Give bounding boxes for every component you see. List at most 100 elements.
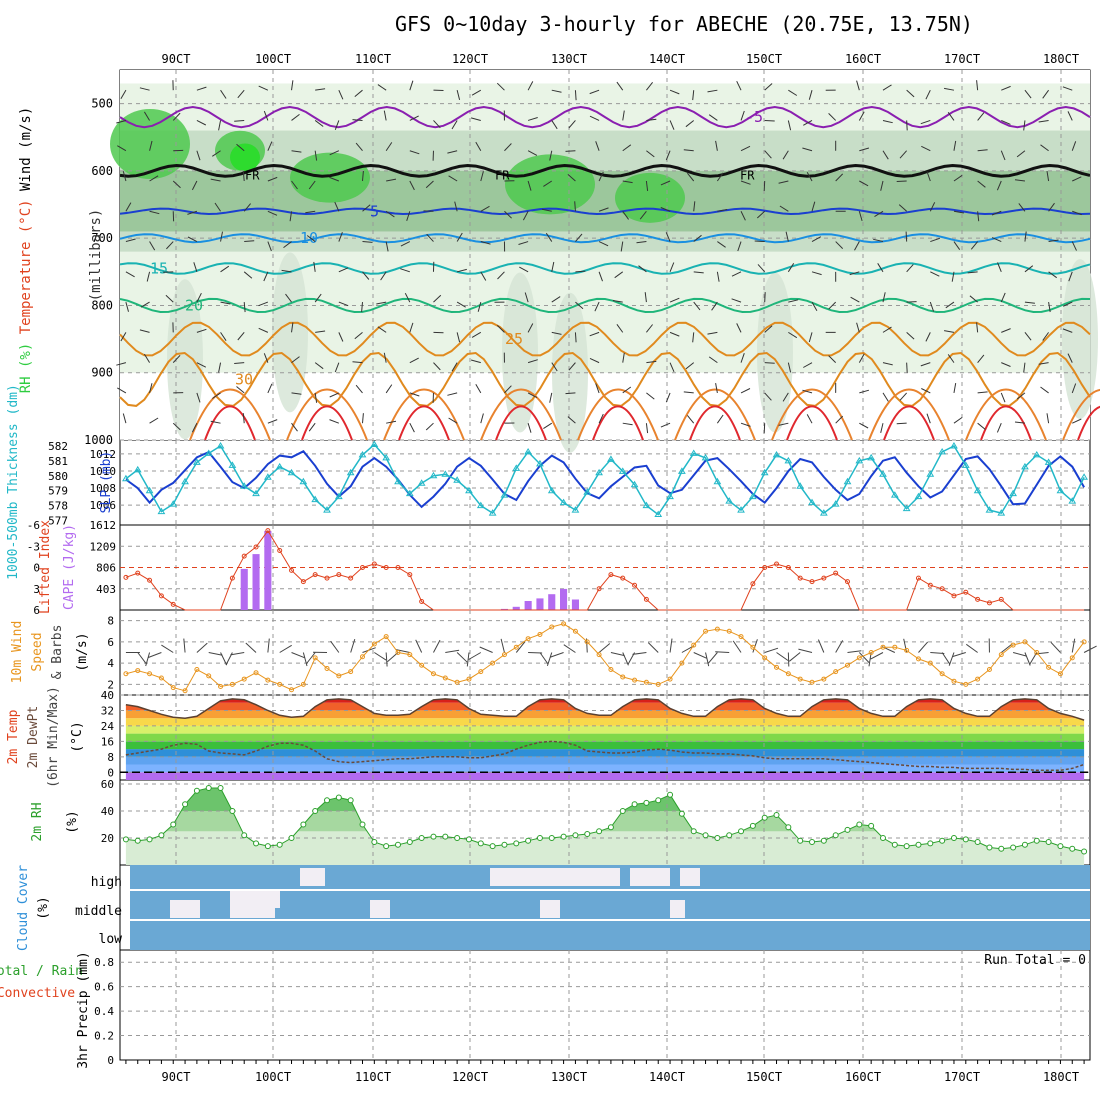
pressure-tick-label: 800 xyxy=(91,298,113,312)
wind-barb xyxy=(906,331,915,340)
lifted-index-point xyxy=(289,567,295,573)
wind-barb xyxy=(1001,362,1011,367)
wind-barb xyxy=(1014,421,1025,424)
wind-barb xyxy=(1042,332,1050,341)
rh-point xyxy=(489,843,496,850)
top-time-label: 90CT xyxy=(162,52,191,66)
wind-barb xyxy=(906,89,915,98)
thickness-point xyxy=(642,501,651,509)
bottom-time-label: 140CT xyxy=(649,1070,685,1084)
wind-barb xyxy=(220,231,223,242)
wind-barb xyxy=(856,322,860,333)
wind-barb xyxy=(953,174,963,182)
rh-plume xyxy=(502,272,538,433)
precip-run-total: Run Total = 0 xyxy=(984,953,1086,968)
wind-barb xyxy=(787,263,795,273)
wind-barb xyxy=(281,269,292,273)
wind-barb xyxy=(1024,301,1035,304)
wind-barb xyxy=(334,120,340,130)
wind-barb xyxy=(1001,119,1011,125)
wind-barb xyxy=(858,353,865,363)
wind-speed-point xyxy=(608,667,614,672)
wind-barb xyxy=(620,241,624,252)
wind-barb xyxy=(291,422,298,432)
wind-barb xyxy=(139,87,150,91)
bottom-time-label: 170CT xyxy=(944,1070,980,1084)
rh-point xyxy=(158,832,165,839)
wind-barb xyxy=(877,263,884,273)
wind-barb xyxy=(267,383,273,394)
rh-point xyxy=(1057,843,1064,850)
wind-barb xyxy=(1001,85,1011,91)
lifted-index-point xyxy=(348,575,354,581)
wind-barb xyxy=(953,210,964,214)
wind-barb xyxy=(355,142,363,152)
wind-barb xyxy=(764,83,773,91)
surface-heat-contour xyxy=(1062,389,1100,441)
wind-barb xyxy=(426,233,434,242)
wind-barb xyxy=(291,80,294,91)
wind-barb xyxy=(808,90,813,100)
wind-speed-point xyxy=(336,673,342,679)
wind-barb xyxy=(210,420,221,424)
wind-barb xyxy=(638,265,647,273)
wind-barb xyxy=(977,391,988,394)
wind-barb xyxy=(692,90,695,101)
rh-point xyxy=(465,836,472,843)
wind-barb xyxy=(811,271,822,276)
rh-point xyxy=(915,841,922,848)
cape-ylabel: CAPE (J/kg) xyxy=(62,524,77,610)
cape-bar xyxy=(548,594,556,610)
wind-barb xyxy=(873,238,884,243)
wind-barb xyxy=(425,180,434,189)
wind-speed-point xyxy=(785,671,791,677)
li-tick-label: 6 xyxy=(33,604,40,617)
cape-tick-label: 1209 xyxy=(90,540,117,553)
wind-barb xyxy=(639,210,647,220)
wind-speed-point xyxy=(856,655,862,661)
cloud-layer-label: high xyxy=(91,875,122,890)
precip-tick-label: 0.8 xyxy=(94,956,114,969)
wind-barb xyxy=(196,328,207,333)
pressure-units-label: (millibars) xyxy=(88,209,104,302)
wind-barb xyxy=(166,241,174,250)
wind-barb xyxy=(905,231,908,242)
wind-barb xyxy=(598,271,603,282)
rh-point xyxy=(879,835,886,841)
lifted-index-point xyxy=(371,561,377,567)
lifted-index-point xyxy=(608,572,614,578)
clear-sky-patch xyxy=(490,868,590,886)
wind-barb xyxy=(711,301,718,311)
wind-barb xyxy=(665,232,671,242)
surface-wind-barb xyxy=(586,638,588,653)
rh-tick-label: 40 xyxy=(101,805,114,818)
wind-barb xyxy=(191,180,198,191)
wind-barb xyxy=(362,170,364,182)
rh-point xyxy=(394,841,401,848)
wind-barb xyxy=(172,180,181,189)
wind-barb xyxy=(977,211,980,222)
wind-barb xyxy=(707,331,718,335)
wind-barb xyxy=(504,210,512,219)
wind-speed-point xyxy=(123,671,129,677)
lifted-index-point xyxy=(632,582,638,588)
wind-speed-point xyxy=(927,660,933,666)
rh-point xyxy=(324,797,331,804)
wind-barb xyxy=(788,331,798,339)
wind-barb xyxy=(616,81,624,91)
wind-barb xyxy=(527,150,538,156)
surface-wind-barb xyxy=(941,652,951,665)
wind-barb xyxy=(409,180,415,191)
wind-barb xyxy=(882,392,889,402)
rh-point xyxy=(962,836,969,843)
wind-barb xyxy=(926,171,931,182)
wind-units-label: (m/s) xyxy=(75,632,90,671)
lifted-index-point xyxy=(312,572,318,578)
wind-barb xyxy=(220,265,230,273)
wind-barb xyxy=(1023,120,1026,131)
wind-barb xyxy=(811,301,818,312)
wind-barb xyxy=(944,87,955,91)
temp-ylabel-1: 2m Temp xyxy=(6,709,21,764)
wind-barb xyxy=(969,295,978,303)
wind-barb xyxy=(376,301,387,305)
